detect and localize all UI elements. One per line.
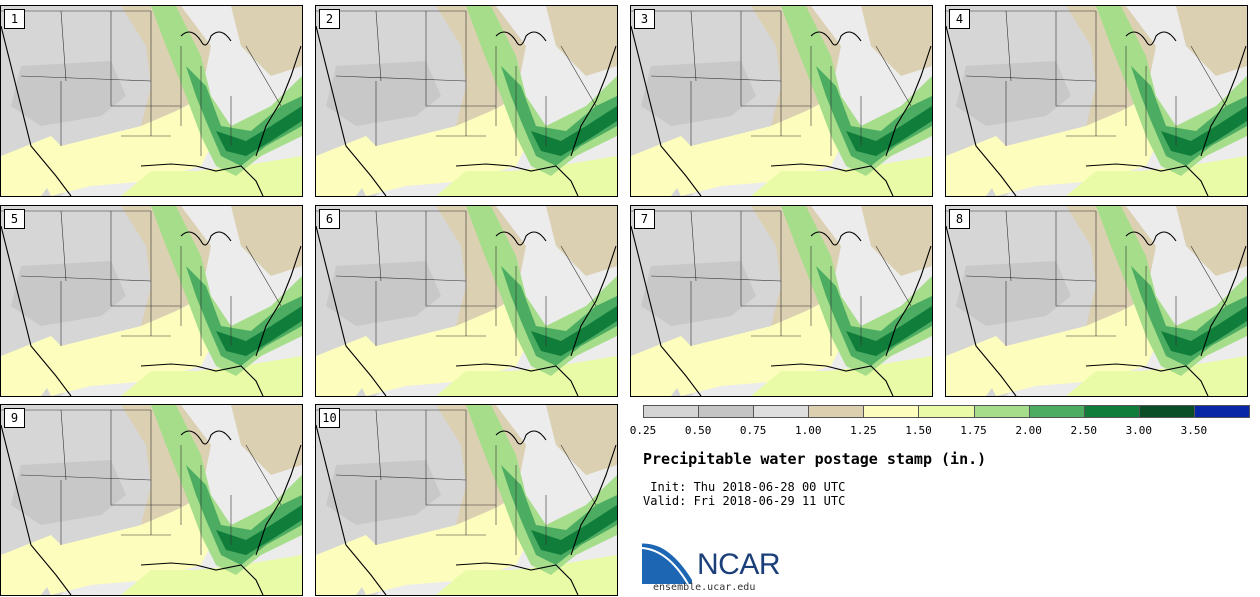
member-number-badge: 4 <box>949 9 970 29</box>
ensemble-member-map-6: 6 <box>315 205 618 397</box>
logo-url: ensemble.ucar.edu <box>653 582 756 593</box>
member-number-badge: 1 <box>4 9 25 29</box>
logo-text: NCAR <box>697 548 781 581</box>
ensemble-member-map-2: 2 <box>315 5 618 197</box>
precipitable-water-map <box>1 206 302 396</box>
ensemble-member-map-3: 3 <box>630 5 933 197</box>
legend-tick-label: 0.75 <box>739 424 767 437</box>
legend-swatch <box>1083 405 1140 418</box>
legend-swatch <box>1138 405 1195 418</box>
member-number-badge: 10 <box>319 408 340 428</box>
valid-time: Valid: Fri 2018-06-29 11 UTC <box>643 494 846 508</box>
legend-swatch <box>1193 405 1250 418</box>
legend-tick-label: 3.50 <box>1180 424 1208 437</box>
ensemble-member-map-8: 8 <box>945 205 1248 397</box>
legend-tick-label: 2.50 <box>1070 424 1097 437</box>
member-number-badge: 5 <box>4 209 25 229</box>
ensemble-member-map-9: 9 <box>0 404 303 596</box>
ensemble-member-map-10: 10 <box>315 404 618 596</box>
legend-swatch <box>863 405 920 418</box>
member-number-badge: 9 <box>4 408 25 428</box>
legend-tick-label: 2.00 <box>1015 424 1042 437</box>
precipitable-water-map <box>316 6 617 196</box>
legend-tick-label: 1.00 <box>795 424 822 437</box>
legend-swatch <box>753 405 810 418</box>
ensemble-member-map-1: 1 <box>0 5 303 197</box>
member-number-badge: 6 <box>319 209 340 229</box>
precipitable-water-map <box>946 206 1247 396</box>
chart-title: Precipitable water postage stamp (in.) <box>643 450 987 468</box>
ncar-logo <box>642 540 696 584</box>
legend-swatch <box>698 405 755 418</box>
member-number-badge: 8 <box>949 209 970 229</box>
legend-tick-label: 1.50 <box>905 424 932 437</box>
color-legend <box>643 405 1250 419</box>
legend-swatch <box>973 405 1030 418</box>
ensemble-member-map-7: 7 <box>630 205 933 397</box>
member-number-badge: 2 <box>319 9 340 29</box>
member-number-badge: 3 <box>634 9 655 29</box>
legend-swatch <box>1028 405 1085 418</box>
precipitable-water-map <box>316 206 617 396</box>
legend-tick-label: 3.00 <box>1125 424 1153 437</box>
ensemble-member-map-5: 5 <box>0 205 303 397</box>
legend-tick-label: 0.50 <box>684 424 712 437</box>
precipitable-water-map <box>631 6 932 196</box>
member-number-badge: 7 <box>634 209 655 229</box>
precipitable-water-map <box>316 405 617 595</box>
legend-swatch <box>918 405 975 418</box>
init-time: Init: Thu 2018-06-28 00 UTC <box>643 480 846 494</box>
legend-swatch <box>808 405 865 418</box>
precipitable-water-map <box>946 6 1247 196</box>
legend-tick-label: 0.25 <box>629 424 657 437</box>
legend-tick-label: 1.75 <box>960 424 987 437</box>
ensemble-member-map-4: 4 <box>945 5 1248 197</box>
precipitable-water-map <box>631 206 932 396</box>
legend-tick-label: 1.25 <box>850 424 877 437</box>
legend-swatch <box>643 405 700 418</box>
precipitable-water-map <box>1 6 302 196</box>
precipitable-water-map <box>1 405 302 595</box>
